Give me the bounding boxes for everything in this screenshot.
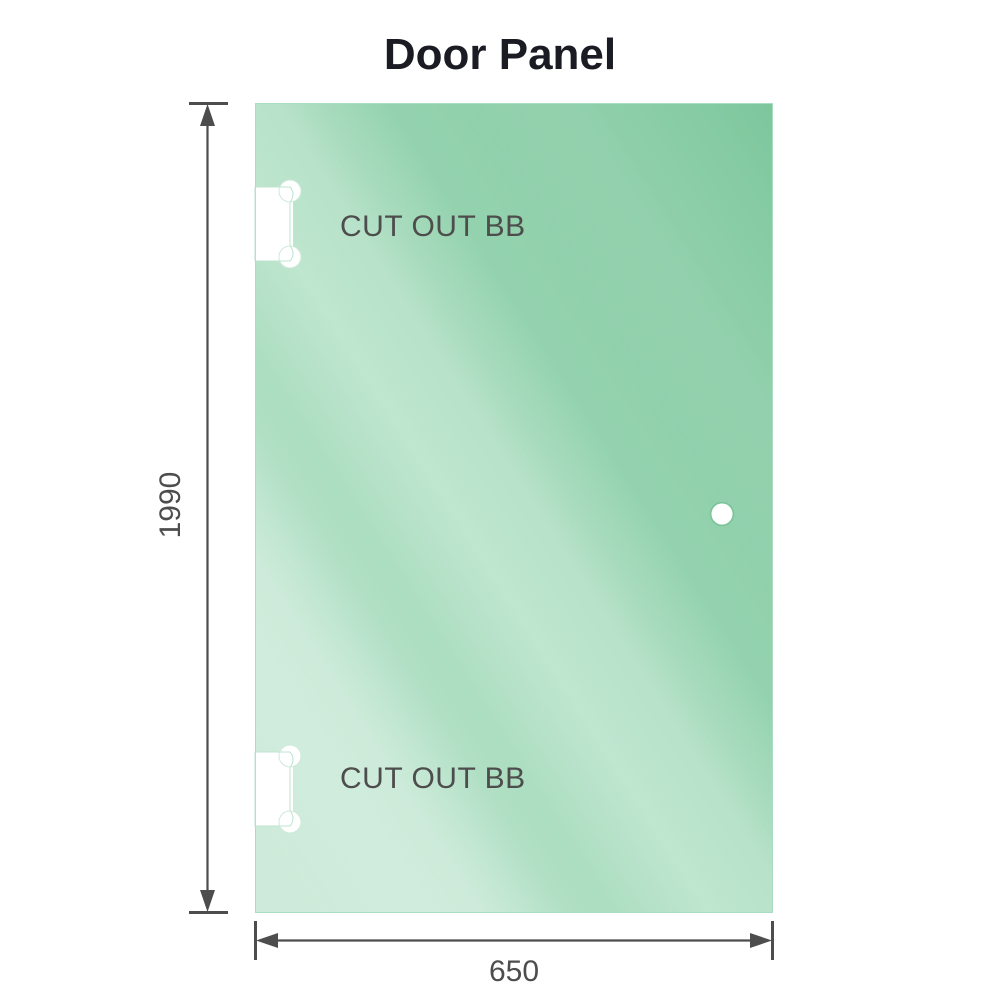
page-title: Door Panel (383, 30, 617, 79)
cutout-upper (254, 179, 302, 269)
cutout-label-lower: CUT OUT BB (340, 762, 526, 795)
panel-sheen (255, 103, 773, 913)
cutout-upper-hole-bottom (278, 245, 302, 269)
cutout-lower-hole-top (278, 744, 302, 768)
dimension-width-value: 650 (488, 955, 540, 988)
cutout-lower (254, 744, 302, 834)
dimension-width (254, 921, 774, 960)
arrow-right-icon (750, 933, 772, 948)
cutout-upper-hole-top (278, 179, 302, 203)
glass-panel (255, 103, 773, 913)
arrow-left-icon (256, 933, 278, 948)
cutout-lower-hole-bottom (278, 810, 302, 834)
arrow-up-icon (200, 104, 215, 126)
handle-hole-ring (709, 501, 735, 527)
panel-outline (255, 103, 773, 913)
arrow-down-icon (200, 890, 215, 912)
dimension-height (189, 102, 228, 914)
dimension-height-value: 1990 (154, 471, 187, 539)
cutout-label-upper: CUT OUT BB (340, 210, 526, 243)
